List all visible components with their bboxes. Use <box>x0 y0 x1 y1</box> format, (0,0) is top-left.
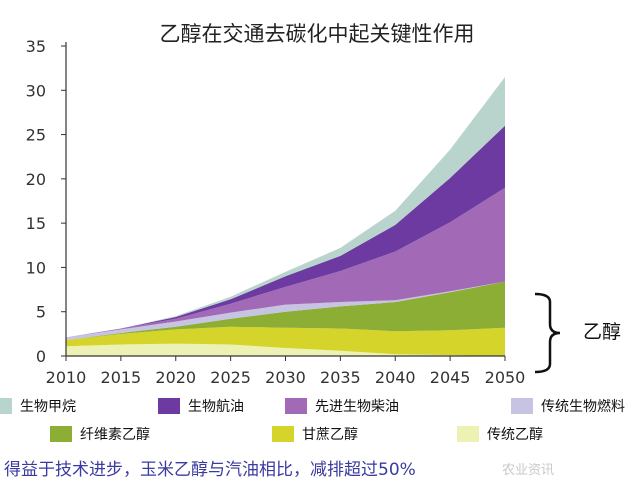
legend-item-methane: 生物甲烷 <box>0 396 76 416</box>
y-tick-label: 35 <box>26 37 46 56</box>
area-series-1 <box>66 326 505 356</box>
legend-item-traditional-biofuel: 传统生物燃料 <box>511 396 625 416</box>
legend-label: 传统生物燃料 <box>541 399 625 415</box>
ethanol-bracket <box>534 292 561 374</box>
legend-swatch <box>272 426 294 442</box>
legend-label: 传统乙醇 <box>487 427 543 443</box>
y-tick-label: 0 <box>36 347 46 366</box>
y-tick-label: 25 <box>26 126 46 145</box>
legend-label: 生物航油 <box>188 399 244 415</box>
legend-label: 先进生物柴油 <box>315 399 399 415</box>
x-tick-label: 2015 <box>101 368 142 387</box>
legend: 生物甲烷 生物航油 先进生物柴油 传统生物燃料 纤维素乙醇 甘蔗乙醇 传统乙醇 <box>0 392 629 452</box>
legend-label: 生物甲烷 <box>20 399 76 415</box>
legend-swatch <box>50 426 72 442</box>
legend-label: 纤维素乙醇 <box>80 427 150 443</box>
y-tick-label: 15 <box>26 214 46 233</box>
chart-title: 乙醇在交通去碳化中起关键性作用 <box>160 22 475 46</box>
area-series-4 <box>66 187 505 338</box>
watermark: 农业资讯 <box>502 463 555 478</box>
area-series-3 <box>66 281 505 341</box>
x-tick-label: 2050 <box>485 368 526 387</box>
x-tick-label: 2040 <box>375 368 416 387</box>
legend-swatch <box>511 398 533 414</box>
ethanol-annotation: 乙醇 <box>583 321 621 343</box>
area-layers <box>66 77 505 356</box>
y-tick-label: 30 <box>26 81 46 100</box>
legend-swatch <box>158 398 180 414</box>
legend-swatch <box>0 398 12 414</box>
area-series-0 <box>66 343 505 356</box>
x-tick-label: 2025 <box>210 368 251 387</box>
legend-item-sugarcane-ethanol: 甘蔗乙醇 <box>272 424 358 444</box>
area-series-2 <box>66 281 505 341</box>
y-tick-label: 10 <box>26 258 46 277</box>
legend-swatch <box>457 426 479 442</box>
legend-swatch <box>285 398 307 414</box>
x-tick-label: 2035 <box>320 368 361 387</box>
caption: 得益于技术进步，玉米乙醇与汽油相比，减排超过50% <box>4 460 416 480</box>
x-tick-label: 2030 <box>265 368 306 387</box>
legend-item-cellulosic-ethanol: 纤维素乙醇 <box>50 424 150 444</box>
legend-item-advanced-biodiesel: 先进生物柴油 <box>285 396 399 416</box>
y-tick-label: 5 <box>36 303 46 322</box>
legend-item-traditional-ethanol: 传统乙醇 <box>457 424 543 444</box>
legend-item-jet-fuel: 生物航油 <box>158 396 244 416</box>
x-tick-label: 2010 <box>46 368 87 387</box>
x-tick-label: 2045 <box>430 368 471 387</box>
y-tick-label: 20 <box>26 170 46 189</box>
x-tick-label: 2020 <box>155 368 196 387</box>
axes <box>61 42 506 361</box>
area-series-5 <box>66 125 505 338</box>
legend-label: 甘蔗乙醇 <box>302 427 358 443</box>
